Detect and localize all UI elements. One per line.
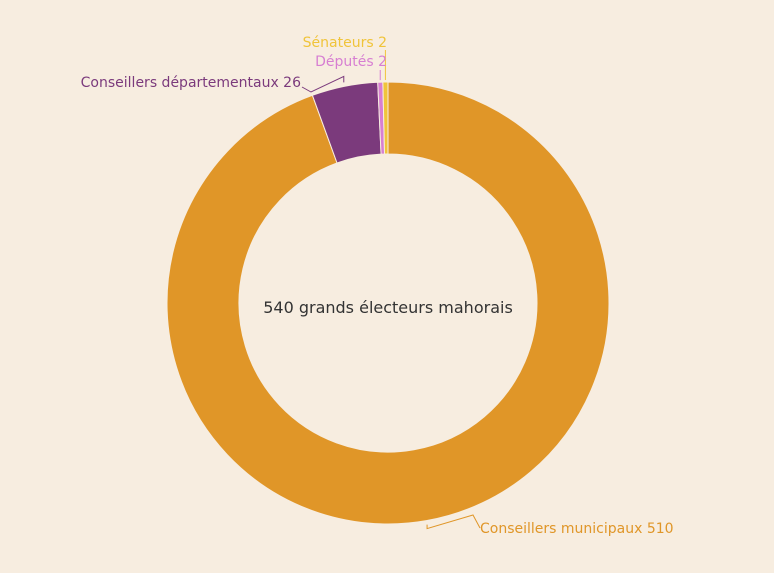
slice-conseillers-municipaux <box>166 81 610 525</box>
leader-line <box>301 75 345 93</box>
slice-labels: Conseillers municipaux 510 Conseillers dé… <box>81 35 674 537</box>
slice-label: Députés 2 <box>315 54 387 70</box>
leader-line <box>426 514 481 530</box>
donut-slices <box>166 81 610 525</box>
slice-label: Sénateurs 2 <box>303 35 387 51</box>
slice-label: Conseillers municipaux 510 <box>480 521 674 537</box>
slice-label: Conseillers départementaux 26 <box>81 75 301 91</box>
center-label: 540 grands électeurs mahorais <box>263 298 513 317</box>
slice-s-nateurs <box>382 81 389 155</box>
leader-lines <box>301 50 481 530</box>
